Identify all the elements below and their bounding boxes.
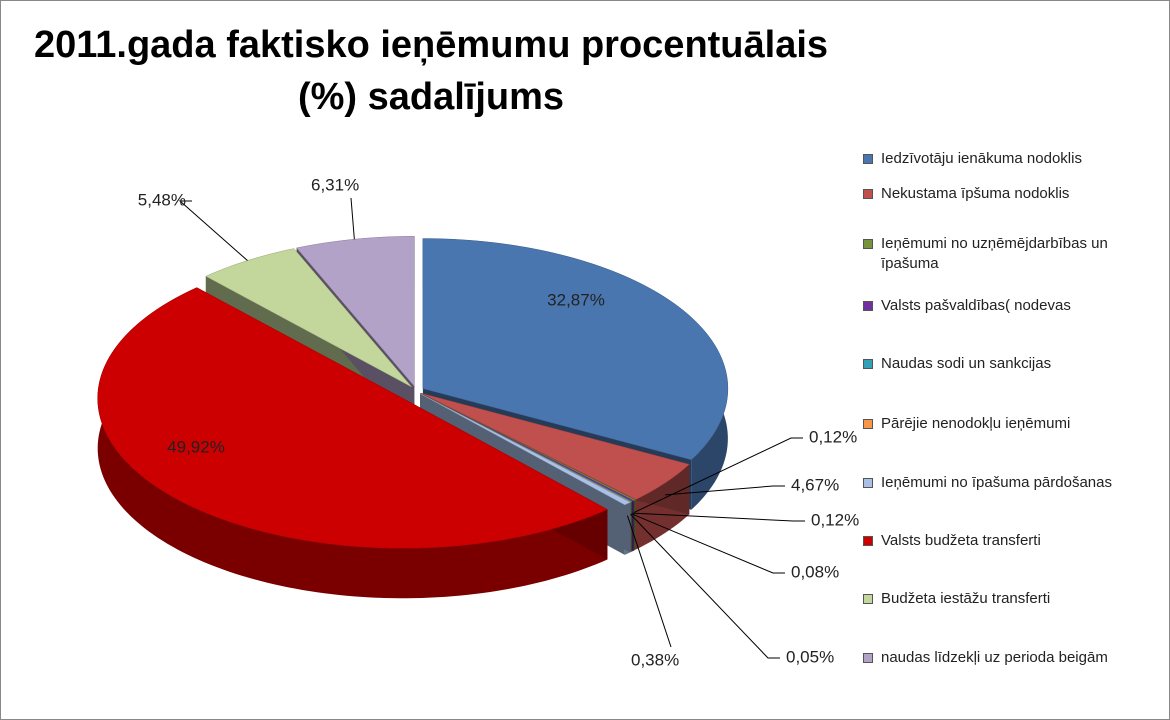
legend-swatch	[863, 419, 873, 429]
data-label: 6,31%	[311, 175, 359, 194]
data-label: 4,67%	[791, 475, 839, 494]
legend-label: Valsts budžeta transferti	[881, 532, 1041, 549]
legend-item: Naudas sodi un sankcijas	[863, 354, 1163, 374]
leader-line	[626, 515, 672, 648]
legend-label: Ieņēmumi no īpašuma pārdošanas	[881, 474, 1112, 491]
legend-item: naudas līdzekļi uz perioda beigām	[863, 648, 1163, 668]
leader-line	[632, 512, 805, 522]
data-label: 49,92%	[167, 437, 225, 456]
legend-item: Ieņēmumi no īpašuma pārdošanas	[863, 473, 1163, 493]
legend-item: Iedzīvotāju ienākuma nodoklis	[863, 149, 1163, 169]
leader-line	[665, 485, 785, 496]
pie-slice	[296, 236, 415, 387]
pie-slice	[97, 287, 608, 549]
legend-swatch	[863, 301, 873, 311]
legend-label: naudas līdzekļi uz perioda beigām	[881, 649, 1108, 666]
slice-side	[97, 287, 608, 599]
leader-line	[350, 197, 355, 240]
legend-swatch	[863, 653, 873, 663]
legend-label: Valsts pašvaldības( nodevas	[881, 297, 1071, 314]
leader-line	[630, 513, 780, 659]
legend-label: Pārējie nenodokļu ieņēmumi	[881, 415, 1071, 432]
legend-item: Pārējie nenodokļu ieņēmumi	[863, 414, 1163, 434]
pie-slice	[419, 393, 631, 506]
leader-line	[634, 437, 803, 513]
pie-slice	[422, 238, 729, 461]
legend-item: Ieņēmumi no uzņēmējdarbības un īpašuma	[863, 234, 1163, 274]
data-label: 0,12%	[811, 510, 859, 529]
data-label: 0,38%	[631, 650, 679, 669]
legend-swatch	[863, 536, 873, 546]
data-label: 0,08%	[791, 562, 839, 581]
legend-swatch	[863, 594, 873, 604]
pie-slice	[420, 392, 690, 500]
legend-swatch	[863, 239, 873, 249]
legend-item: Nekustama īpšuma nodoklis	[863, 184, 1163, 204]
pie-area: 32,87% 4,67% 0,12% 0,12% 0,08% 0,05% 0,38% 49,9…	[97, 175, 859, 669]
data-label: 32,87%	[547, 290, 605, 309]
legend-swatch	[863, 189, 873, 199]
legend-label: Ieņēmumi no uzņēmējdarbības un īpašuma	[881, 235, 1108, 272]
legend-label: Iedzīvotāju ienākuma nodoklis	[881, 150, 1082, 167]
leader-line	[178, 200, 248, 261]
chart-title: 2011.gada faktisko ieņēmumu procentuālai…	[33, 24, 829, 118]
legend-label: Budžeta iestāžu transferti	[881, 590, 1051, 607]
data-label: 0,05%	[786, 647, 834, 666]
legend-item: Valsts pašvaldības( nodevas	[863, 296, 1163, 316]
legend-swatch	[863, 154, 873, 164]
data-label: 5,48%	[138, 190, 186, 209]
data-label: 0,12%	[809, 427, 857, 446]
legend-item: Budžeta iestāžu transferti	[863, 589, 1163, 609]
legend-item: Valsts budžeta transferti	[863, 531, 1163, 551]
legend-swatch	[863, 478, 873, 488]
legend-label: Nekustama īpšuma nodoklis	[881, 185, 1070, 202]
legend-label: Naudas sodi un sankcijas	[881, 355, 1052, 372]
legend-swatch	[863, 359, 873, 369]
leader-line	[631, 513, 785, 574]
